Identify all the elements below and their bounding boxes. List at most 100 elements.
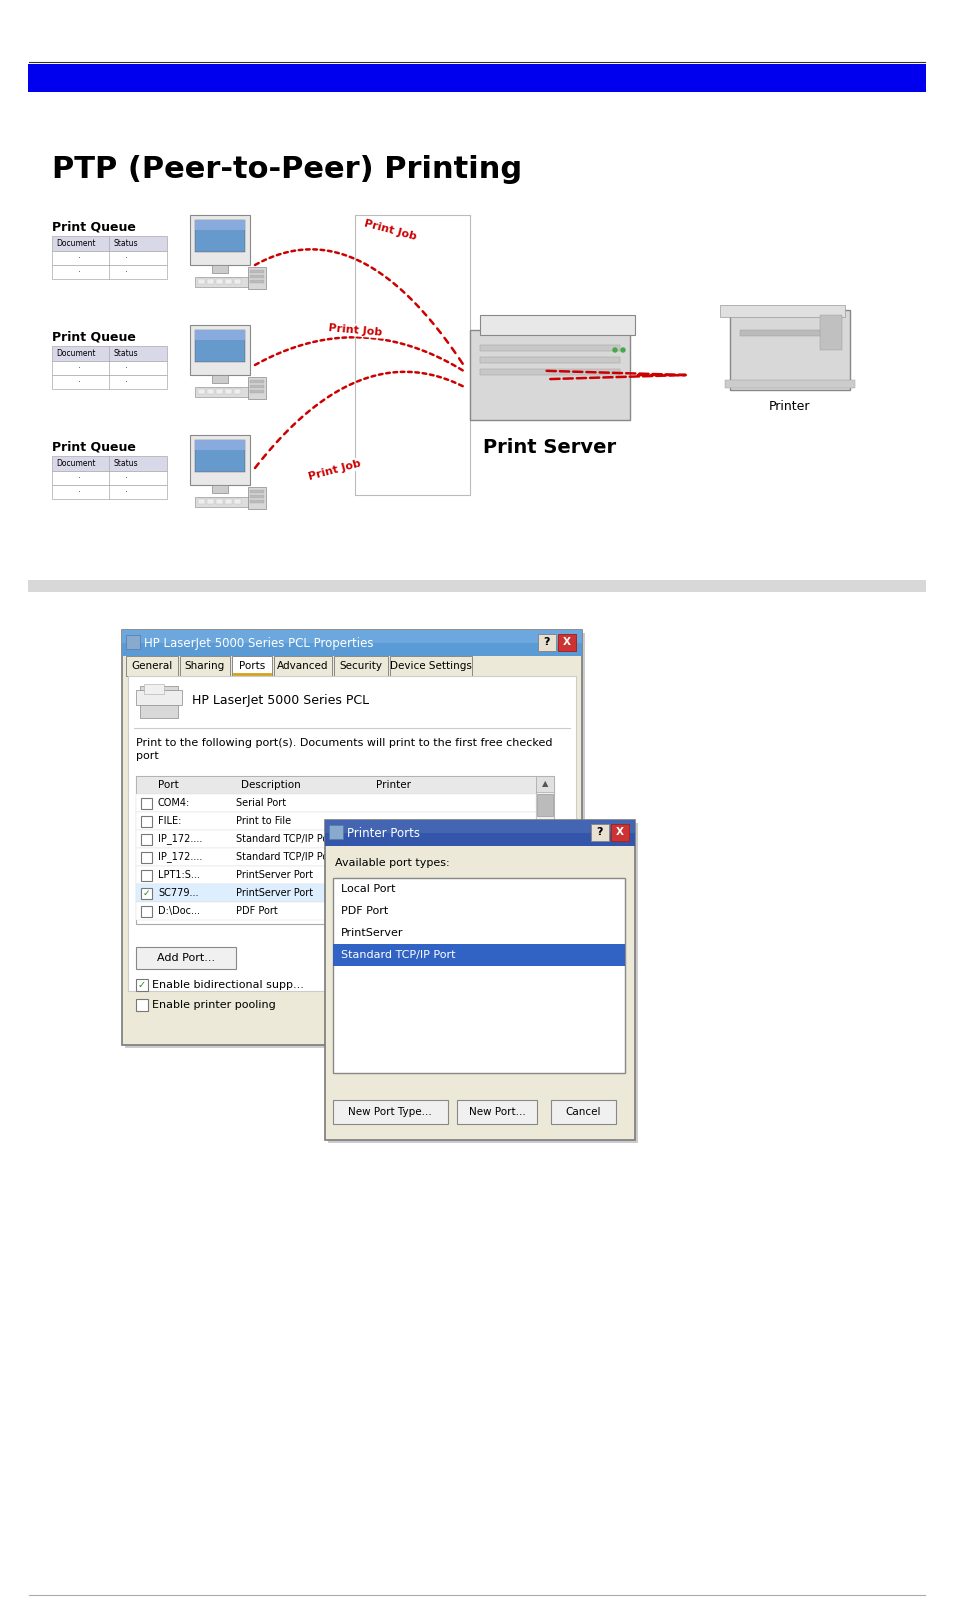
Bar bbox=[136, 848, 536, 866]
Bar bbox=[52, 375, 167, 390]
Bar bbox=[225, 390, 232, 394]
Bar bbox=[720, 304, 844, 317]
Bar bbox=[212, 485, 228, 493]
Text: General: General bbox=[132, 662, 172, 671]
Bar bbox=[194, 440, 245, 451]
Bar bbox=[250, 380, 264, 383]
Text: PDF Port: PDF Port bbox=[340, 906, 388, 916]
Bar bbox=[740, 330, 840, 336]
Bar bbox=[141, 869, 152, 881]
Text: ·: · bbox=[126, 267, 129, 277]
Bar bbox=[248, 377, 266, 399]
Bar bbox=[194, 221, 245, 230]
Bar bbox=[136, 811, 536, 831]
Bar bbox=[232, 655, 272, 676]
Text: Print Job: Print Job bbox=[308, 459, 362, 481]
Bar bbox=[537, 794, 553, 816]
Text: Cancel: Cancel bbox=[565, 1108, 600, 1117]
Text: PDF Port: PDF Port bbox=[235, 906, 277, 916]
Text: Status: Status bbox=[113, 459, 138, 467]
Bar bbox=[28, 64, 925, 92]
Text: HP LaserJet 5000 Series PCL: HP LaserJet 5000 Series PCL bbox=[371, 889, 498, 897]
Bar bbox=[250, 270, 264, 274]
Text: X: X bbox=[616, 828, 623, 837]
Text: ·: · bbox=[78, 362, 81, 374]
Bar bbox=[190, 216, 250, 266]
Text: Device Settings: Device Settings bbox=[390, 662, 472, 671]
Text: Enable printer pooling: Enable printer pooling bbox=[152, 1000, 275, 1009]
Bar bbox=[248, 267, 266, 290]
Text: ·: · bbox=[126, 377, 129, 386]
Bar bbox=[52, 266, 167, 279]
Bar bbox=[141, 799, 152, 808]
Text: D:\Doc...: D:\Doc... bbox=[158, 906, 200, 916]
Text: Print Queue: Print Queue bbox=[52, 330, 135, 343]
Text: ·: · bbox=[78, 377, 81, 386]
Bar bbox=[233, 499, 241, 504]
Text: ?: ? bbox=[543, 638, 550, 647]
Bar bbox=[333, 943, 624, 966]
Text: Ports: Ports bbox=[238, 662, 265, 671]
Bar bbox=[122, 630, 581, 655]
Text: Print Queue: Print Queue bbox=[52, 221, 135, 233]
Text: LPT1:S...: LPT1:S... bbox=[158, 869, 200, 881]
Text: ·: · bbox=[78, 253, 81, 262]
Text: Print Queue: Print Queue bbox=[52, 440, 135, 452]
Text: PrintServer Port: PrintServer Port bbox=[235, 889, 313, 898]
Text: ?: ? bbox=[597, 828, 602, 837]
Text: ▲: ▲ bbox=[541, 779, 548, 789]
Text: COM4:: COM4: bbox=[158, 799, 190, 808]
Bar bbox=[190, 325, 250, 375]
Text: ·: · bbox=[126, 473, 129, 483]
Bar bbox=[194, 330, 245, 340]
Bar bbox=[126, 655, 178, 676]
Bar bbox=[144, 684, 164, 694]
Bar bbox=[207, 499, 213, 504]
Bar bbox=[136, 947, 235, 969]
Bar bbox=[329, 824, 343, 839]
Text: Print to File: Print to File bbox=[235, 816, 291, 826]
Bar bbox=[52, 251, 167, 266]
Text: Document: Document bbox=[56, 459, 95, 467]
Bar bbox=[180, 655, 230, 676]
Text: HP LaserJet 5000 Series PCL: HP LaserJet 5000 Series PCL bbox=[192, 694, 369, 707]
Bar bbox=[128, 676, 576, 992]
Text: IP_172....: IP_172.... bbox=[158, 834, 202, 845]
Bar bbox=[141, 834, 152, 845]
Bar bbox=[190, 435, 250, 485]
Bar bbox=[198, 390, 205, 394]
Text: ·: · bbox=[126, 486, 129, 497]
Text: Printer: Printer bbox=[375, 779, 411, 791]
Text: Standard TCP/IP Port: Standard TCP/IP Port bbox=[340, 950, 455, 960]
Bar bbox=[212, 375, 228, 383]
Bar bbox=[274, 655, 332, 676]
Bar bbox=[325, 819, 635, 845]
Bar bbox=[248, 486, 266, 509]
Text: ·: · bbox=[78, 473, 81, 483]
Text: Print to the following port(s). Documents will print to the first free checked
p: Print to the following port(s). Document… bbox=[136, 737, 552, 762]
Bar bbox=[194, 330, 245, 362]
Bar bbox=[136, 884, 536, 902]
Bar bbox=[28, 580, 925, 592]
Text: Print Job: Print Job bbox=[328, 322, 382, 338]
Bar bbox=[537, 634, 556, 650]
Text: Sharing: Sharing bbox=[185, 662, 225, 671]
Bar bbox=[194, 497, 250, 507]
Bar bbox=[250, 280, 264, 283]
Bar bbox=[479, 345, 619, 351]
Text: Print Job: Print Job bbox=[362, 219, 416, 241]
Bar bbox=[470, 330, 629, 420]
Bar bbox=[198, 499, 205, 504]
Bar bbox=[136, 691, 182, 705]
Bar bbox=[141, 889, 152, 898]
Bar bbox=[136, 776, 554, 924]
Bar bbox=[551, 1100, 616, 1124]
Bar bbox=[52, 237, 167, 251]
Bar bbox=[536, 776, 554, 924]
Text: ·: · bbox=[126, 253, 129, 262]
Text: ·: · bbox=[126, 362, 129, 374]
Bar bbox=[250, 385, 264, 388]
Bar bbox=[355, 216, 470, 494]
Text: Description: Description bbox=[241, 779, 300, 791]
Bar bbox=[136, 866, 536, 884]
